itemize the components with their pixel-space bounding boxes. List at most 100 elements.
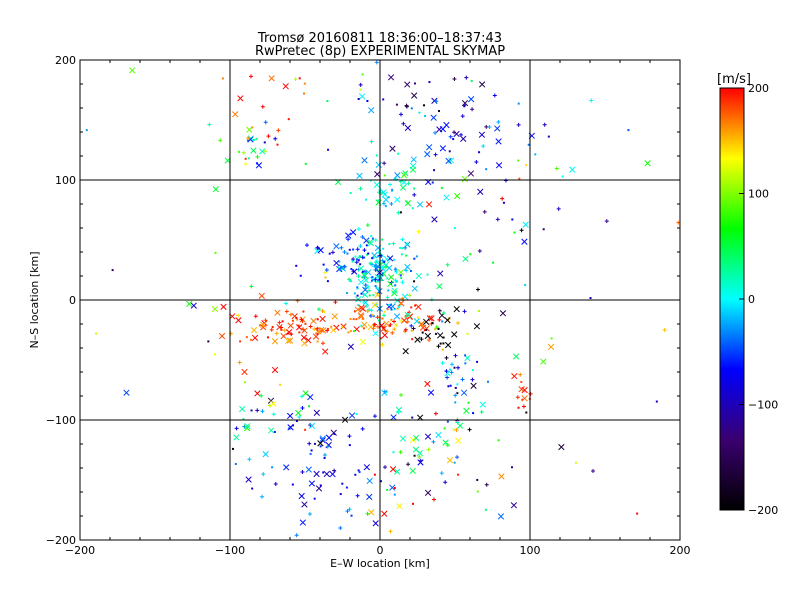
data-point-x xyxy=(372,520,379,527)
data-point-x xyxy=(410,156,417,163)
data-point-x xyxy=(246,126,253,133)
data-point-plus xyxy=(433,152,438,157)
data-point-dot xyxy=(376,280,379,283)
data-point-plus xyxy=(380,258,385,263)
data-point-dot xyxy=(247,157,250,160)
data-point-x xyxy=(359,305,367,312)
data-point-x xyxy=(371,301,379,309)
data-point-dot xyxy=(399,211,402,214)
data-point-x xyxy=(455,437,462,444)
data-point-x xyxy=(443,121,450,129)
data-point-plus xyxy=(431,439,436,444)
data-point-x xyxy=(361,272,368,279)
data-point-dot xyxy=(326,100,329,103)
data-point-dot xyxy=(574,461,577,464)
data-point-x xyxy=(414,336,421,343)
data-point-dot xyxy=(411,502,414,505)
data-point-dot xyxy=(357,469,360,472)
data-point-x xyxy=(497,513,505,520)
data-point-x xyxy=(235,317,242,324)
data-point-plus xyxy=(455,455,460,460)
y-tick-label: 200 xyxy=(55,54,76,67)
data-point-dot xyxy=(357,259,360,262)
data-point-plus xyxy=(371,326,376,331)
data-point-plus xyxy=(399,319,404,324)
data-point-dot xyxy=(242,418,245,421)
colorbar-tick-label: 200 xyxy=(748,82,769,95)
data-point-dot xyxy=(410,107,413,110)
data-point-dot xyxy=(431,322,434,325)
grid-lines xyxy=(80,60,680,540)
data-point-dot xyxy=(442,342,445,345)
data-point-x xyxy=(244,422,251,430)
data-point-x xyxy=(386,264,393,272)
data-point-plus xyxy=(370,262,375,267)
data-point-plus xyxy=(261,472,266,477)
data-point-plus xyxy=(515,395,520,400)
data-point-dot xyxy=(392,451,395,454)
data-point-x xyxy=(498,473,505,480)
data-point-x xyxy=(436,126,443,133)
data-point-plus xyxy=(467,427,472,432)
data-point-dot xyxy=(245,336,248,339)
data-point-dot xyxy=(452,428,455,431)
data-point-dot xyxy=(414,304,417,307)
data-point-x xyxy=(512,353,520,360)
data-point-dot xyxy=(547,135,550,138)
data-point-dot xyxy=(391,189,394,192)
data-point-plus xyxy=(356,227,361,232)
data-point-dot xyxy=(360,324,363,327)
colorbar-label: [m/s] xyxy=(717,72,751,87)
data-point-x xyxy=(393,313,401,320)
data-point-plus xyxy=(345,509,350,514)
data-point-dot xyxy=(246,139,249,142)
data-point-x xyxy=(404,200,412,207)
data-point-x xyxy=(287,322,294,329)
data-point-dot xyxy=(316,318,319,321)
data-point-x xyxy=(415,303,422,310)
data-point-plus xyxy=(369,139,374,144)
data-point-plus xyxy=(360,234,365,239)
data-point-dot xyxy=(383,174,386,177)
data-point-dot xyxy=(361,73,364,76)
data-point-plus xyxy=(396,210,401,215)
data-point-plus xyxy=(365,511,370,516)
data-point-dot xyxy=(352,318,355,321)
y-axis-label: N–S location [km] xyxy=(28,251,41,348)
data-point-dot xyxy=(386,277,389,280)
data-point-plus xyxy=(519,228,524,233)
data-point-plus xyxy=(406,462,411,467)
data-point-x xyxy=(404,81,411,88)
data-point-x xyxy=(357,278,365,286)
data-point-x xyxy=(428,315,435,322)
data-point-plus xyxy=(274,331,279,336)
data-point-plus xyxy=(253,314,258,319)
data-point-plus xyxy=(453,353,458,358)
data-point-dot xyxy=(356,287,359,290)
data-point-plus xyxy=(394,323,399,328)
data-point-dot xyxy=(370,235,373,238)
data-point-x xyxy=(521,238,528,245)
data-point-x xyxy=(499,310,507,317)
data-point-x xyxy=(286,412,294,420)
data-point-x xyxy=(354,296,362,303)
data-point-dot xyxy=(370,279,373,282)
data-point-dot xyxy=(237,150,240,153)
data-point-x xyxy=(437,270,444,277)
data-point-x xyxy=(366,493,373,501)
data-point-plus xyxy=(273,136,278,141)
data-point-dot xyxy=(328,252,331,255)
data-point-x xyxy=(409,436,417,444)
data-point-x xyxy=(388,274,395,281)
data-point-dot xyxy=(350,514,353,517)
data-point-dot xyxy=(517,102,520,105)
data-point-plus xyxy=(437,317,442,322)
data-point-dot xyxy=(259,324,262,327)
data-point-dot xyxy=(296,318,299,321)
data-point-dot xyxy=(380,279,383,282)
data-point-dot xyxy=(371,237,374,240)
data-point-plus xyxy=(434,325,439,330)
data-point-x xyxy=(461,175,469,183)
data-point-dot xyxy=(502,201,505,204)
data-point-dot xyxy=(308,405,311,408)
